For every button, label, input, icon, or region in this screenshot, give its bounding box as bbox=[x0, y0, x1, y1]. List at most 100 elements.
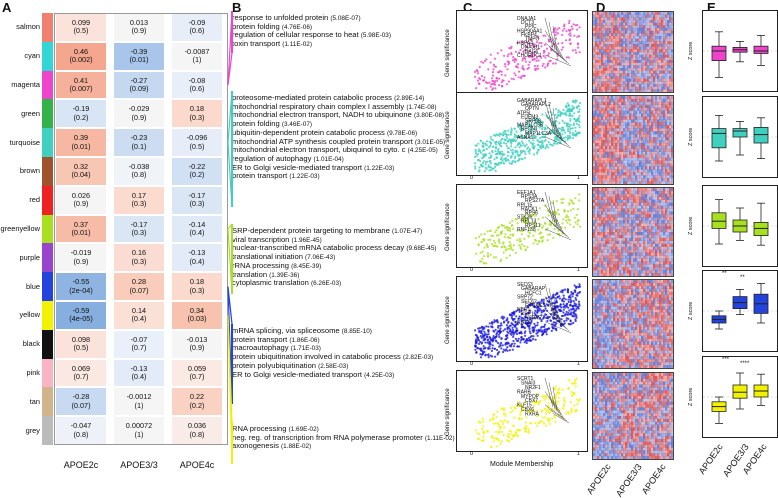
heat-cell bbox=[619, 44, 621, 47]
heat-cell bbox=[603, 33, 605, 36]
heat-cell bbox=[599, 137, 601, 140]
heat-cell bbox=[617, 155, 619, 158]
heat-cell bbox=[671, 44, 673, 47]
heat-cell bbox=[671, 191, 673, 194]
scatter-point bbox=[578, 35, 580, 37]
heat-cell bbox=[643, 41, 645, 44]
heat-cell bbox=[599, 36, 601, 39]
heat-cell bbox=[629, 111, 631, 114]
heat-cell bbox=[599, 47, 601, 50]
heat-cell bbox=[615, 128, 617, 131]
heat-cell bbox=[623, 44, 625, 47]
heat-cell bbox=[609, 68, 611, 71]
heat-cell bbox=[639, 122, 641, 125]
heat-cell bbox=[609, 191, 611, 194]
heat-cell bbox=[671, 33, 673, 36]
heat-cell bbox=[605, 181, 607, 184]
heat-cell bbox=[667, 79, 669, 82]
heat-cell bbox=[639, 89, 641, 92]
scatter-point bbox=[480, 348, 482, 350]
scatter-point bbox=[562, 303, 564, 305]
heat-cell bbox=[637, 152, 639, 155]
heat-cell bbox=[627, 25, 629, 28]
heat-cell bbox=[619, 79, 621, 82]
heat-cell bbox=[633, 96, 635, 99]
scatter-point bbox=[573, 404, 575, 406]
heat-cell bbox=[607, 76, 609, 79]
scatter-point bbox=[476, 341, 478, 343]
heat-cell bbox=[615, 134, 617, 137]
heat-cell bbox=[631, 149, 633, 152]
heat-cell bbox=[619, 31, 621, 34]
heat-cell bbox=[651, 47, 653, 50]
heat-cell bbox=[631, 155, 633, 158]
heat-cell bbox=[649, 52, 651, 55]
heat-cell bbox=[599, 81, 601, 84]
heat-cell bbox=[653, 140, 655, 143]
scatter-point bbox=[513, 435, 515, 437]
heat-cell bbox=[669, 15, 671, 18]
scatter-point bbox=[509, 227, 511, 229]
heat-cell bbox=[623, 166, 625, 169]
scatter-point bbox=[552, 237, 554, 239]
scatter-point bbox=[554, 328, 556, 330]
heat-cell bbox=[627, 175, 629, 178]
scatter-point bbox=[573, 118, 575, 120]
scatter-point bbox=[517, 66, 519, 68]
heat-cell bbox=[665, 131, 667, 134]
scatter-point bbox=[553, 388, 555, 390]
heat-cell bbox=[597, 143, 599, 146]
heat-cell bbox=[619, 111, 621, 114]
heat-cell bbox=[645, 84, 647, 87]
heat-cell bbox=[599, 155, 601, 158]
heat-cell bbox=[603, 52, 605, 55]
heat-cell bbox=[647, 33, 649, 36]
heat-cell bbox=[623, 57, 625, 60]
heat-cell bbox=[669, 166, 671, 169]
heat-cell bbox=[661, 60, 663, 63]
heat-cell bbox=[647, 36, 649, 39]
heat-cell bbox=[599, 60, 601, 63]
heat-cell bbox=[607, 181, 609, 184]
scatter-point bbox=[515, 74, 517, 76]
heat-cell bbox=[633, 149, 635, 152]
heat-cell bbox=[647, 128, 649, 131]
scatter-point bbox=[547, 316, 549, 318]
scatter-point bbox=[486, 243, 488, 245]
scatter-point bbox=[494, 356, 496, 358]
heat-cell bbox=[653, 158, 655, 161]
heat-cell bbox=[671, 87, 673, 90]
heat-cell bbox=[663, 128, 665, 131]
heat-cell bbox=[641, 41, 643, 44]
heat-cell bbox=[639, 63, 641, 66]
scatter-point bbox=[508, 159, 510, 161]
heat-cell bbox=[627, 137, 629, 140]
heat-cell bbox=[621, 81, 623, 84]
heat-cell bbox=[645, 149, 647, 152]
heat-cell bbox=[655, 140, 657, 143]
heat-cell bbox=[617, 81, 619, 84]
heat-cell bbox=[615, 36, 617, 39]
heat-cell bbox=[599, 28, 601, 31]
scatter-point bbox=[543, 329, 545, 331]
heat-cell bbox=[671, 68, 673, 71]
scatter-point bbox=[512, 329, 514, 331]
heat-cell bbox=[645, 79, 647, 82]
heat-cell bbox=[599, 149, 601, 152]
heat-cell bbox=[655, 73, 657, 76]
heat-cell bbox=[611, 128, 613, 131]
scatter-point bbox=[544, 44, 546, 46]
heat-cell bbox=[607, 39, 609, 42]
scatter-point bbox=[533, 153, 535, 155]
scatter-point bbox=[556, 138, 558, 140]
scatter-point bbox=[506, 346, 508, 348]
heat-cell bbox=[645, 41, 647, 44]
heat-cell bbox=[641, 119, 643, 122]
heat-cell bbox=[653, 89, 655, 92]
heat-cell bbox=[641, 68, 643, 71]
heat-cell bbox=[607, 23, 609, 26]
heat-cell bbox=[637, 23, 639, 26]
heat-cell bbox=[609, 73, 611, 76]
heat-cell bbox=[619, 152, 621, 155]
heat-cell bbox=[609, 122, 611, 125]
